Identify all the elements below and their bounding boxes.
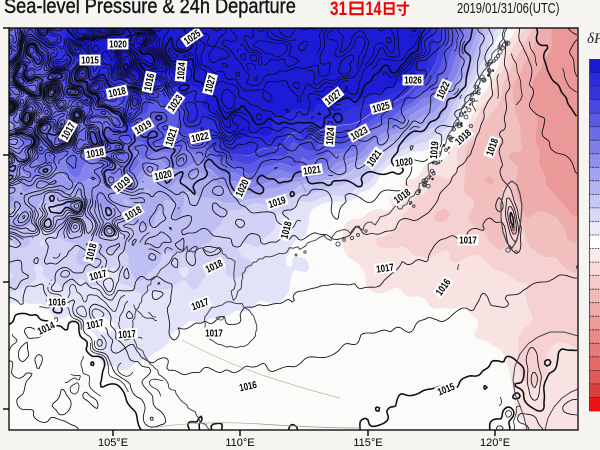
- svg-text:1017: 1017: [88, 268, 108, 283]
- svg-text:1025: 1025: [371, 100, 391, 115]
- svg-text:105°E: 105°E: [98, 437, 128, 449]
- svg-text:14: 14: [366, 0, 382, 20]
- svg-text:120°E: 120°E: [480, 437, 510, 449]
- svg-text:1020: 1020: [395, 156, 414, 169]
- svg-text:1026: 1026: [404, 76, 422, 87]
- svg-text:115°E: 115°E: [353, 437, 382, 449]
- svg-text:1017: 1017: [376, 262, 395, 275]
- svg-text:1018: 1018: [279, 220, 294, 240]
- svg-text:1016: 1016: [238, 380, 258, 394]
- svg-text:1016: 1016: [48, 298, 66, 309]
- svg-text:1022: 1022: [190, 131, 210, 145]
- svg-text:1017: 1017: [205, 329, 223, 340]
- svg-text:1020: 1020: [109, 40, 127, 51]
- svg-text:1024: 1024: [176, 62, 189, 81]
- svg-text:1019: 1019: [429, 141, 442, 160]
- svg-text:1018: 1018: [107, 86, 127, 100]
- svg-text:1019: 1019: [267, 195, 287, 211]
- svg-text:1017: 1017: [85, 318, 105, 332]
- svg-text:1015: 1015: [81, 56, 99, 67]
- svg-text:31: 31: [330, 0, 347, 20]
- svg-text:1020: 1020: [153, 169, 173, 183]
- svg-text:1024: 1024: [325, 127, 338, 146]
- svg-text:1016: 1016: [143, 72, 157, 92]
- svg-text:1021: 1021: [164, 127, 180, 147]
- svg-text:1018: 1018: [84, 242, 99, 262]
- svg-text:1021: 1021: [303, 164, 322, 177]
- svg-text:1017: 1017: [459, 236, 477, 247]
- svg-text:1017: 1017: [118, 329, 137, 342]
- svg-text:110°E: 110°E: [225, 437, 254, 449]
- svg-text:1018: 1018: [86, 147, 105, 161]
- svg-text:1027: 1027: [203, 74, 218, 94]
